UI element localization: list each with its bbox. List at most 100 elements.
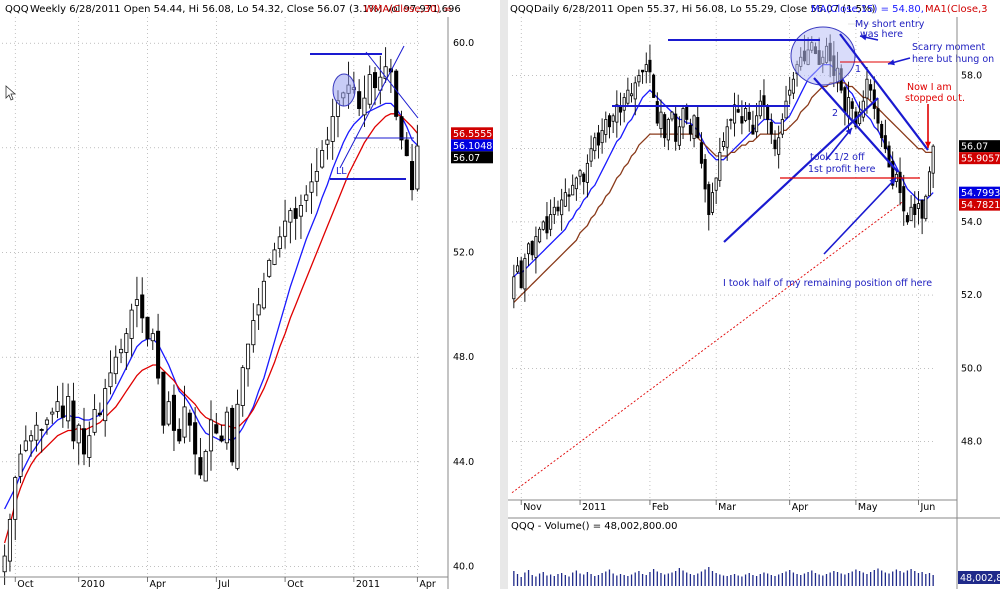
candle-body xyxy=(780,119,784,135)
candle-body xyxy=(140,294,145,319)
candle-body xyxy=(129,309,134,339)
candle-body xyxy=(523,258,527,290)
candle-body xyxy=(39,429,44,431)
candle-body xyxy=(666,119,670,141)
candle-body xyxy=(707,184,711,215)
price-tag xyxy=(959,140,1000,153)
candle-body xyxy=(766,105,770,120)
daily-x-ticks: Nov 2011 Feb Mar Apr May Jun xyxy=(520,500,935,513)
candle-body xyxy=(267,259,272,277)
candle-body xyxy=(97,412,102,416)
candle-body xyxy=(920,199,924,219)
candle-body xyxy=(235,403,240,469)
candle-body xyxy=(230,407,235,463)
candle-body xyxy=(293,208,298,219)
candle-body xyxy=(272,249,277,265)
y-tick-label: 44.0 xyxy=(453,457,474,468)
candle-body xyxy=(203,450,208,482)
daily-annotation: took 1/2 off xyxy=(810,152,865,163)
candle-body xyxy=(261,280,266,309)
daily-highlight-circle xyxy=(790,26,856,86)
daily-annotation: here but hung on xyxy=(912,54,994,65)
candle-body xyxy=(744,108,748,121)
candle-body xyxy=(2,555,7,573)
price-tag-label: 54.7821 xyxy=(961,200,1000,211)
candle-body xyxy=(578,170,582,177)
candle-body xyxy=(688,124,692,135)
candle-body xyxy=(182,406,187,438)
candle-body xyxy=(394,70,399,117)
candle-body xyxy=(585,162,589,183)
candle-body xyxy=(156,330,161,379)
weekly-header-title: Weekly 6/28/2011 Open 54.44, Hi 56.08, L… xyxy=(30,4,461,15)
candle-body xyxy=(76,424,81,444)
candle-body xyxy=(714,177,718,191)
candle-body xyxy=(534,236,538,258)
candle-body xyxy=(699,142,703,164)
weekly-highlight-circle xyxy=(332,73,356,107)
daily-annotation: My short entry xyxy=(855,19,925,30)
weekly-header-indicator: WMA(Close,30) = xyxy=(364,4,452,15)
candle-body xyxy=(850,101,854,109)
candle-body xyxy=(357,91,362,109)
volume-header: QQQ - Volume() = 48,002,800.00 xyxy=(511,521,677,532)
candle-body xyxy=(751,124,755,135)
candle-body xyxy=(589,148,593,162)
candle-body xyxy=(626,89,630,104)
price-tag xyxy=(959,152,1000,165)
candle-body xyxy=(314,170,319,182)
volume-value-tag-text: 48,002,800 xyxy=(960,573,1000,584)
candle-body xyxy=(383,66,388,79)
candle-body xyxy=(538,228,542,243)
candle-body xyxy=(762,95,766,106)
candle-body xyxy=(556,206,560,212)
candle-body xyxy=(309,181,314,193)
candle-body xyxy=(692,115,696,139)
candle-body xyxy=(880,123,884,139)
candle-body xyxy=(304,194,309,201)
price-tag-label: 56.07 xyxy=(961,142,988,153)
price-tag-label: 54.7993 xyxy=(961,188,1000,199)
scary-arrow-head xyxy=(888,59,895,66)
candle-body xyxy=(596,132,600,146)
candle-body xyxy=(736,109,740,113)
x-tick-label: 2010 xyxy=(81,579,105,589)
y-tick-label: 58.0 xyxy=(961,71,982,82)
weekly-plot-area xyxy=(0,17,448,577)
candle-body xyxy=(865,78,869,99)
price-tag-label: 56.5555 xyxy=(453,129,492,140)
x-tick-label: Oct xyxy=(287,579,304,589)
candle-body xyxy=(527,243,531,255)
candle-body xyxy=(372,72,378,89)
daily-candles xyxy=(512,34,935,309)
y-tick-label: 40.0 xyxy=(453,562,474,573)
x-tick-label: Apr xyxy=(150,579,167,589)
candle-body xyxy=(50,411,55,415)
candle-body xyxy=(696,117,700,139)
candle-body xyxy=(902,186,906,212)
candle-body xyxy=(721,141,726,147)
daily-channel-line-1 xyxy=(813,77,899,173)
candle-body xyxy=(567,194,571,197)
daily-header-symbol: QQQ xyxy=(510,4,534,15)
candle-body xyxy=(256,304,261,316)
candle-body xyxy=(769,121,773,135)
x-tick-label: May xyxy=(858,502,878,513)
candle-body xyxy=(224,411,229,444)
candle-body xyxy=(415,145,420,190)
candle-body xyxy=(663,114,667,139)
candle-body xyxy=(784,100,788,119)
weekly-header-symbol: QQQ xyxy=(5,4,29,15)
x-tick-label: Nov xyxy=(523,502,542,513)
candle-body xyxy=(905,215,909,223)
candle-body xyxy=(777,137,781,155)
candle-body xyxy=(655,101,659,124)
daily-annotation: stopped out. xyxy=(905,93,965,104)
y-tick-label: 50.0 xyxy=(961,363,982,374)
candle-body xyxy=(652,74,656,98)
candle-body xyxy=(604,119,608,135)
candle-body xyxy=(404,139,409,157)
daily-gridlines xyxy=(512,17,935,500)
